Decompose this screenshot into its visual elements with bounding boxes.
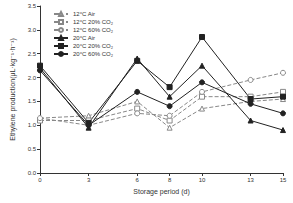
svg-text:12°C 60% CO₂: 12°C 60% CO₂: [73, 27, 114, 33]
svg-text:20°C 20% CO₂: 20°C 20% CO₂: [73, 43, 114, 49]
svg-text:0.0: 0.0: [28, 170, 37, 176]
svg-text:1.0: 1.0: [28, 122, 37, 128]
svg-text:20°C 60% CO₂: 20°C 60% CO₂: [73, 51, 114, 57]
svg-text:0.5: 0.5: [28, 146, 37, 152]
svg-text:3.5: 3.5: [28, 3, 37, 9]
svg-text:13: 13: [247, 177, 254, 183]
svg-text:8: 8: [168, 177, 172, 183]
svg-text:20°C Air: 20°C Air: [73, 35, 95, 41]
svg-text:15: 15: [280, 177, 287, 183]
svg-text:10: 10: [199, 177, 206, 183]
svg-text:3.0: 3.0: [28, 27, 37, 33]
svg-text:12°C Air: 12°C Air: [73, 11, 95, 17]
svg-text:0: 0: [38, 177, 42, 183]
svg-text:Storage period (d): Storage period (d): [133, 188, 189, 196]
svg-text:Ethylene production(μL·kg⁻¹·h⁻: Ethylene production(μL·kg⁻¹·h⁻¹): [9, 38, 17, 140]
svg-text:6: 6: [136, 177, 140, 183]
svg-text:1.5: 1.5: [28, 98, 37, 104]
svg-text:2.5: 2.5: [28, 51, 37, 57]
svg-text:12°C 20% CO₂: 12°C 20% CO₂: [73, 19, 114, 25]
svg-text:2.0: 2.0: [28, 75, 37, 81]
svg-text:3: 3: [87, 177, 91, 183]
